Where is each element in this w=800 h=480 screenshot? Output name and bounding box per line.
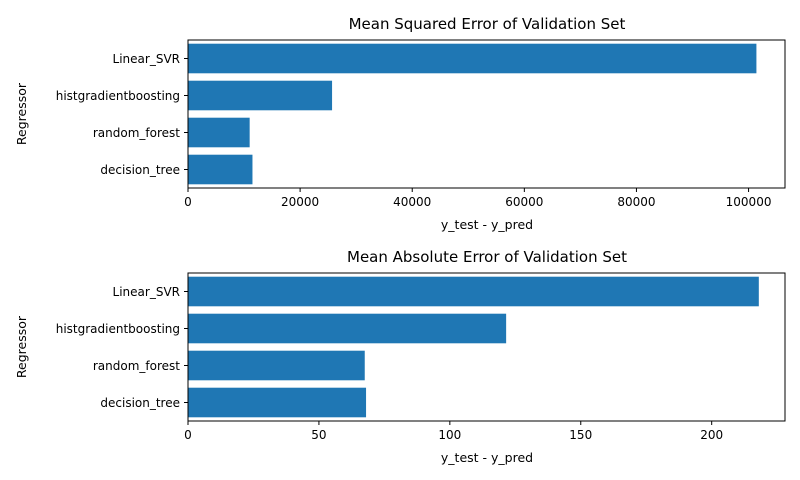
- y-ticks: decision_tree random_forest histgradientbo…: [56, 285, 188, 410]
- y-tick-label: random_forest: [93, 126, 180, 140]
- y-tick-label: decision_tree: [100, 163, 180, 177]
- x-tick-label: 150: [569, 428, 592, 442]
- y-axis-label: Regressor: [14, 315, 29, 378]
- bars: [188, 276, 759, 418]
- x-tick-label: 100: [438, 428, 461, 442]
- bar-random_forest: [188, 117, 250, 148]
- x-ticks: 0 50 100 150 200: [184, 421, 723, 442]
- bar-histgradientboosting: [188, 313, 507, 344]
- chart-title: Mean Squared Error of Validation Set: [349, 15, 626, 33]
- y-tick-label: decision_tree: [100, 396, 180, 410]
- y-tick-label: Linear_SVR: [113, 52, 180, 66]
- x-tick-label: 0: [184, 428, 192, 442]
- y-axis-label: Regressor: [14, 82, 29, 145]
- y-ticks: decision_tree random_forest histgradientbo…: [56, 52, 188, 177]
- bar-decision_tree: [188, 154, 253, 185]
- y-tick-label: random_forest: [93, 359, 180, 373]
- x-tick-label: 20000: [281, 195, 319, 209]
- mse-chart: Mean Squared Error of Validation Set y_t…: [14, 15, 786, 232]
- y-tick-label: Linear_SVR: [113, 285, 180, 299]
- x-axis-label: y_test - y_pred: [441, 450, 533, 465]
- mae-chart: Mean Absolute Error of Validation Set y_…: [14, 248, 786, 465]
- bars: [188, 43, 757, 185]
- x-tick-label: 100000: [726, 195, 772, 209]
- plot-frame: [187, 39, 786, 189]
- x-tick-label: 200: [700, 428, 723, 442]
- chart-title: Mean Absolute Error of Validation Set: [347, 248, 627, 266]
- bar-random_forest: [188, 350, 365, 381]
- x-ticks: 0 20000 40000 60000 80000 100000: [184, 188, 771, 209]
- bar-histgradientboosting: [188, 80, 333, 111]
- x-tick-label: 0: [184, 195, 192, 209]
- bar-decision_tree: [188, 387, 367, 418]
- y-tick-label: histgradientboosting: [56, 89, 180, 103]
- bar-Linear_SVR: [188, 276, 759, 307]
- x-tick-label: 80000: [617, 195, 655, 209]
- bar-Linear_SVR: [188, 43, 757, 74]
- plot-frame: [187, 272, 786, 422]
- x-tick-label: 50: [311, 428, 326, 442]
- x-tick-label: 40000: [393, 195, 431, 209]
- y-tick-label: histgradientboosting: [56, 322, 180, 336]
- x-axis-label: y_test - y_pred: [441, 217, 533, 232]
- x-tick-label: 60000: [505, 195, 543, 209]
